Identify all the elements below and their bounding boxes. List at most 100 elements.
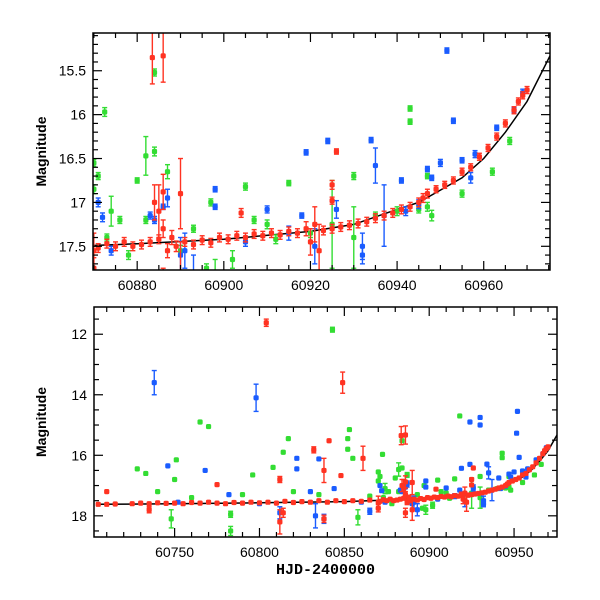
data-marker (316, 492, 322, 498)
data-marker (151, 148, 158, 155)
data-marker (164, 248, 171, 254)
data-marker (484, 461, 490, 467)
data-marker (468, 175, 474, 181)
data-point (398, 177, 405, 184)
data-point (197, 500, 203, 506)
data-marker (324, 499, 330, 505)
data-point (130, 241, 136, 252)
data-point (294, 455, 300, 461)
data-point (514, 430, 520, 436)
data-point (331, 485, 337, 492)
data-point (399, 465, 405, 471)
data-marker (260, 233, 266, 239)
data-marker (375, 478, 381, 484)
data-marker (407, 204, 413, 210)
data-point (364, 216, 370, 227)
data-marker (143, 470, 149, 477)
data-marker (212, 204, 218, 210)
data-point (242, 232, 249, 243)
data-point (112, 501, 118, 507)
data-marker (333, 148, 340, 155)
data-marker (438, 489, 444, 495)
data-marker (251, 231, 257, 237)
data-point (459, 156, 465, 164)
data-marker (143, 153, 149, 159)
data-point (256, 500, 263, 506)
data-point (307, 499, 313, 505)
data-marker (169, 234, 175, 241)
data-marker (433, 186, 439, 192)
data-point (190, 239, 197, 250)
data-point (324, 499, 330, 505)
data-point (173, 240, 179, 253)
data-point (375, 469, 381, 475)
data-point (104, 489, 110, 495)
data-marker (264, 206, 270, 213)
data-point (273, 500, 280, 506)
data-point (329, 196, 335, 205)
data-point (477, 422, 483, 428)
data-marker (316, 498, 322, 504)
data-point (282, 498, 288, 504)
data-marker (531, 472, 538, 478)
data-point (93, 158, 97, 168)
data-marker (402, 479, 409, 485)
data-point (95, 171, 101, 181)
data-point (125, 249, 132, 261)
data-marker (231, 499, 237, 506)
data-marker (381, 212, 387, 219)
data-marker (407, 105, 413, 112)
data-point (414, 503, 420, 517)
data-marker (282, 498, 288, 504)
data-marker (93, 248, 97, 254)
data-marker (151, 69, 158, 76)
data-marker (146, 507, 152, 513)
data-point (242, 182, 249, 191)
data-marker (429, 175, 435, 181)
data-marker (350, 455, 356, 461)
data-marker (205, 423, 212, 430)
data-point (290, 489, 297, 495)
data-point (457, 413, 463, 419)
data-marker (316, 248, 322, 254)
data-point (350, 455, 356, 461)
data-marker (190, 241, 197, 248)
data-marker (303, 226, 309, 232)
axis-ticks (93, 33, 550, 270)
data-point (438, 489, 444, 495)
data-marker (146, 501, 152, 507)
data-marker (161, 279, 166, 284)
y-tick-label: 12 (71, 326, 87, 342)
data-marker (117, 217, 123, 223)
data-marker (433, 486, 439, 492)
data-point (511, 469, 517, 475)
data-marker (242, 234, 249, 241)
data-marker (325, 138, 331, 144)
data-point (359, 232, 366, 261)
data-point (202, 467, 208, 474)
data-point (444, 47, 450, 54)
data-marker (536, 455, 543, 461)
data-marker (216, 234, 223, 241)
y-tick-label: 14 (71, 387, 87, 403)
data-point (138, 500, 144, 506)
data-point (429, 501, 436, 509)
data-marker (202, 467, 208, 474)
data-point (423, 504, 429, 516)
data-point (299, 212, 305, 219)
data-marker (321, 516, 327, 522)
data-marker (351, 234, 357, 241)
data-point (390, 207, 396, 219)
data-point (424, 201, 431, 212)
x-tick-label: 60800 (240, 544, 279, 560)
data-point (424, 188, 431, 199)
data-marker (508, 474, 514, 480)
data-point (423, 478, 429, 484)
data-marker (414, 507, 420, 513)
data-marker (351, 24, 356, 29)
data-point (338, 221, 344, 233)
data-point (360, 445, 366, 472)
data-point (468, 163, 474, 172)
data-point (437, 158, 444, 168)
